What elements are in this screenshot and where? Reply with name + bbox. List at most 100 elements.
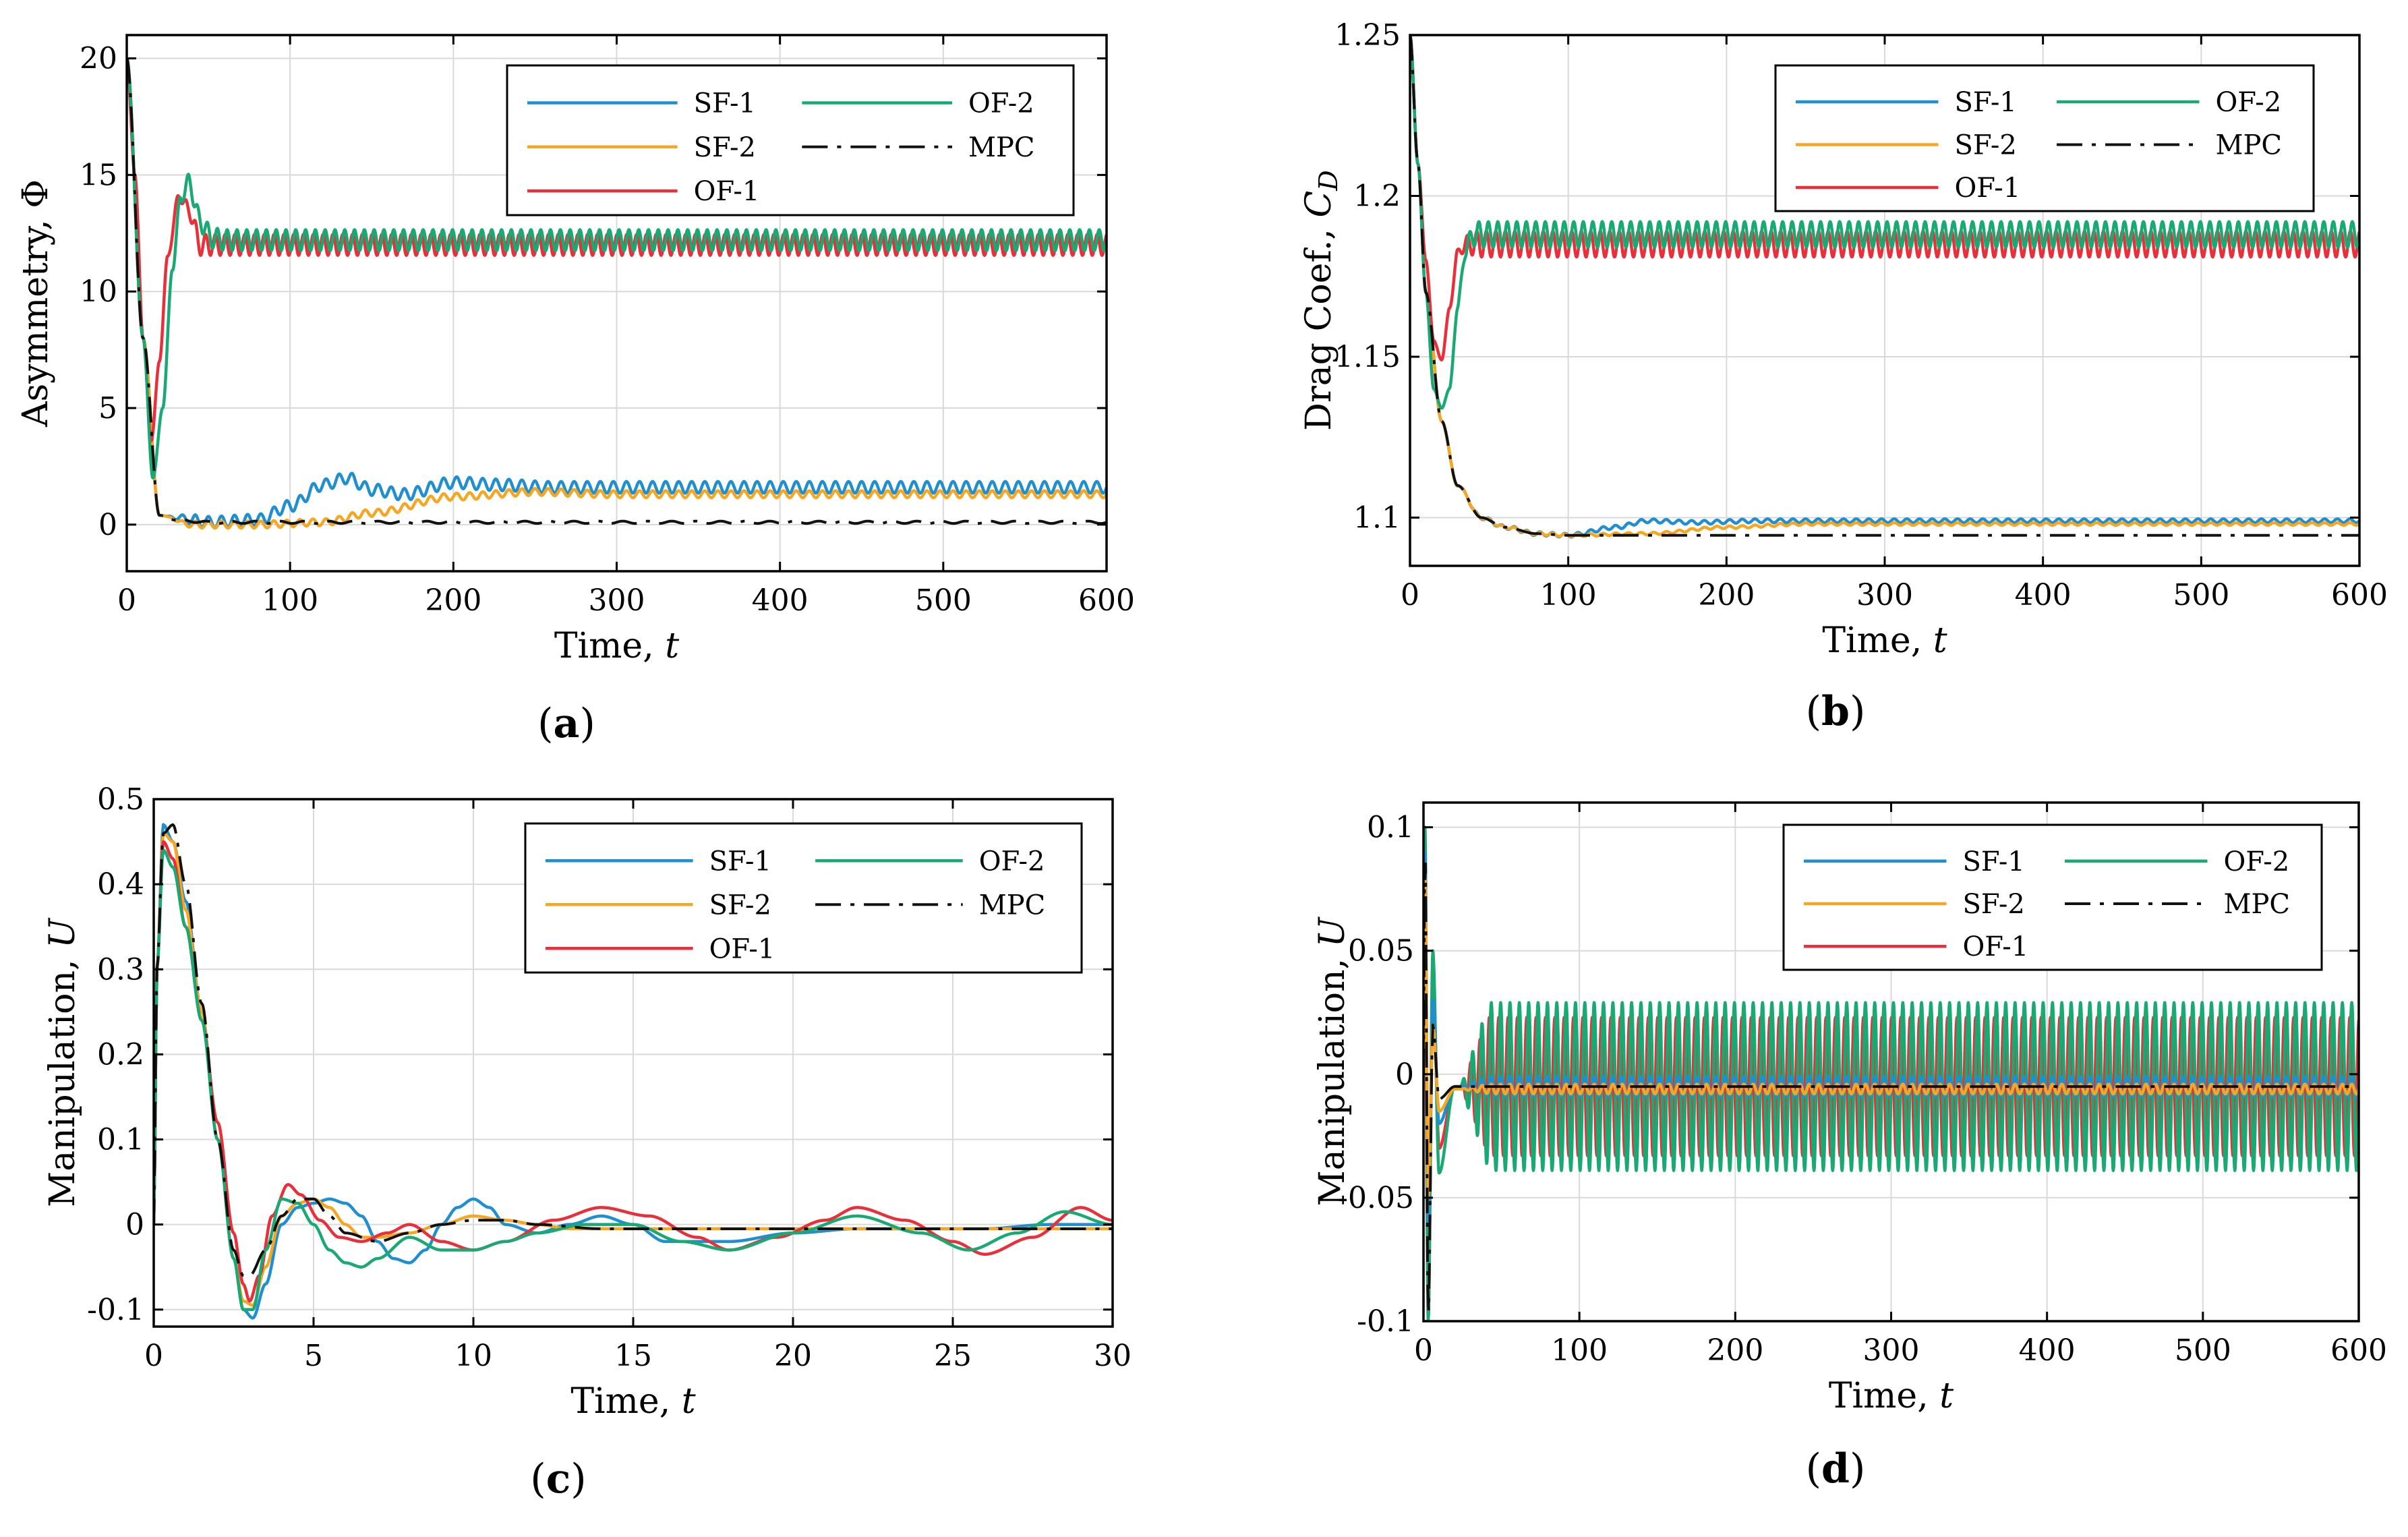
- series-of-1: [154, 840, 1113, 1303]
- x-axis-label: Time, t: [1829, 1376, 1954, 1416]
- x-tick-label: 15: [614, 1339, 652, 1373]
- y-tick-label: 10: [80, 274, 117, 309]
- legend-label-sf-2: SF-2: [709, 890, 771, 921]
- x-tick-label: 600: [2331, 578, 2388, 612]
- x-tick-label: 20: [774, 1339, 812, 1373]
- y-axis-label: Drag Coef., CD: [1299, 170, 1343, 430]
- y-tick-label: 0: [98, 508, 117, 542]
- x-tick-label: 400: [752, 583, 809, 618]
- legend-label-mpc: MPC: [968, 132, 1034, 163]
- x-tick-label: 0: [117, 583, 136, 618]
- x-tick-label: 100: [1540, 578, 1597, 612]
- legend-label-of-2: OF-2: [2224, 846, 2290, 877]
- legend-label-sf-2: SF-2: [1954, 130, 2016, 161]
- y-tick-label: 1.1: [1353, 500, 1401, 535]
- series-group: [1423, 825, 2359, 1321]
- chart-panel-b: 0 100 200 300 400 500 600 1.1 1.15 1.2 1.25 Time, t…: [1299, 18, 2388, 735]
- series-mpc: [1410, 35, 2359, 537]
- y-axis-label: Asymmetry, Φ: [16, 179, 56, 428]
- legend-label-of-1: OF-1: [694, 176, 760, 207]
- legend: SF-1 SF-2 OF-1 OF-2 MPC: [524, 822, 1083, 974]
- y-tick-label: 0.05: [1348, 934, 1414, 968]
- x-tick-label: 100: [1551, 1333, 1608, 1368]
- series-of-2: [154, 848, 1113, 1312]
- y-tick-label: 0.1: [1367, 811, 1414, 845]
- x-tick-label: 30: [1094, 1339, 1132, 1373]
- series-of-2: [1410, 35, 2359, 410]
- series-mpc: [154, 823, 1113, 1277]
- x-tick-label: 0: [1401, 578, 1419, 612]
- legend-label-sf-2: SF-2: [694, 132, 756, 163]
- series-mpc: [127, 57, 1107, 525]
- y-tick-label: 15: [80, 158, 117, 192]
- x-tick-label: 400: [2019, 1333, 2076, 1368]
- x-tick-label: 0: [1414, 1333, 1433, 1368]
- y-tick-label: -0.1: [1357, 1304, 1414, 1339]
- series-sf-1: [127, 57, 1107, 530]
- y-tick-label: 0: [1395, 1057, 1414, 1092]
- x-tick-label: 0: [144, 1339, 163, 1373]
- series-mpc: [1423, 862, 2359, 1312]
- panel-caption: (b): [1806, 688, 1866, 735]
- y-tick-label: 0: [125, 1208, 144, 1242]
- x-tick-label: 25: [934, 1339, 972, 1373]
- legend: SF-1 SF-2 OF-1 OF-2 MPC: [1774, 64, 2315, 212]
- legend-label-mpc: MPC: [2224, 889, 2290, 920]
- legend-label-sf-1: SF-1: [1962, 846, 2024, 877]
- chart-panel-a: 0 100 200 300 400 500 600 0 5 10 15 20 Time, t Asymme…: [16, 34, 1135, 747]
- y-tick-label: 5: [98, 391, 117, 426]
- x-tick-label: 600: [2330, 1333, 2387, 1368]
- y-tick-label: 20: [80, 42, 117, 76]
- x-tick-label: 600: [1078, 583, 1135, 618]
- legend-label-sf-1: SF-1: [1954, 87, 2016, 118]
- legend-label-sf-2: SF-2: [1962, 889, 2024, 920]
- series-group: [154, 823, 1113, 1320]
- panel-caption: (d): [1806, 1445, 1866, 1492]
- x-axis-label: Time, t: [554, 626, 679, 666]
- legend-label-of-2: OF-2: [968, 88, 1034, 119]
- legend-label-of-2: OF-2: [2216, 87, 2282, 118]
- x-tick-label: 10: [454, 1339, 492, 1373]
- y-tick-label: 0.4: [97, 867, 144, 902]
- legend-label-of-1: OF-1: [1954, 173, 2020, 204]
- legend-label-of-2: OF-2: [979, 846, 1045, 877]
- x-tick-label: 200: [1707, 1333, 1763, 1368]
- y-tick-label: 0.5: [97, 782, 144, 817]
- legend-label-sf-1: SF-1: [709, 846, 771, 877]
- y-tick-label: -0.05: [1338, 1181, 1414, 1215]
- y-tick-label: 1.2: [1353, 179, 1401, 213]
- legend-label-of-1: OF-1: [709, 933, 775, 964]
- x-tick-label: 300: [1863, 1333, 1920, 1368]
- legend-label-sf-1: SF-1: [694, 88, 756, 119]
- series-sf-2: [1423, 875, 2359, 1200]
- series-group: [127, 57, 1107, 530]
- y-axis-label: Manipulation, U: [42, 917, 83, 1207]
- x-tick-label: 400: [2015, 578, 2072, 612]
- legend: SF-1 SF-2 OF-1 OF-2 MPC: [506, 64, 1075, 216]
- legend-label-of-1: OF-1: [1962, 931, 2028, 962]
- panel-caption: (a): [537, 700, 595, 747]
- x-tick-label: 300: [1856, 578, 1913, 612]
- x-tick-label: 100: [262, 583, 318, 618]
- y-tick-label: -0.1: [87, 1293, 144, 1327]
- x-tick-label: 500: [2175, 1333, 2231, 1368]
- legend-label-mpc: MPC: [2216, 130, 2282, 161]
- y-axis-label: Manipulation, U: [1312, 916, 1353, 1206]
- x-tick-label: 200: [425, 583, 481, 618]
- x-tick-label: 300: [589, 583, 645, 618]
- series-of-2: [127, 57, 1107, 480]
- y-tick-label: 1.25: [1334, 18, 1401, 53]
- x-axis-label: Time, t: [1822, 620, 1947, 661]
- x-axis-label: Time, t: [570, 1381, 695, 1422]
- y-tick-label: 0.2: [97, 1037, 144, 1072]
- x-tick-label: 200: [1698, 578, 1755, 612]
- y-tick-label: 0.1: [97, 1123, 144, 1157]
- y-tick-label: 1.15: [1334, 340, 1401, 374]
- x-tick-label: 5: [304, 1339, 323, 1373]
- x-tick-label: 500: [2173, 578, 2229, 612]
- x-tick-label: 500: [915, 583, 972, 618]
- chart-panel-d: 0 100 200 300 400 500 600 -0.1 -0.05 0 0.05 0.1 Time…: [1312, 801, 2387, 1492]
- legend: SF-1 SF-2 OF-1 OF-2 MPC: [1782, 823, 2323, 971]
